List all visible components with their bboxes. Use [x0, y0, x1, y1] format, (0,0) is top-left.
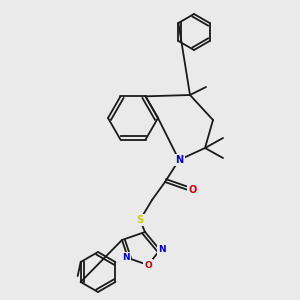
Text: N: N: [122, 254, 130, 262]
Text: O: O: [144, 260, 152, 269]
Text: N: N: [158, 245, 166, 254]
Text: N: N: [175, 155, 183, 165]
Text: S: S: [136, 215, 144, 225]
Text: O: O: [189, 185, 197, 195]
